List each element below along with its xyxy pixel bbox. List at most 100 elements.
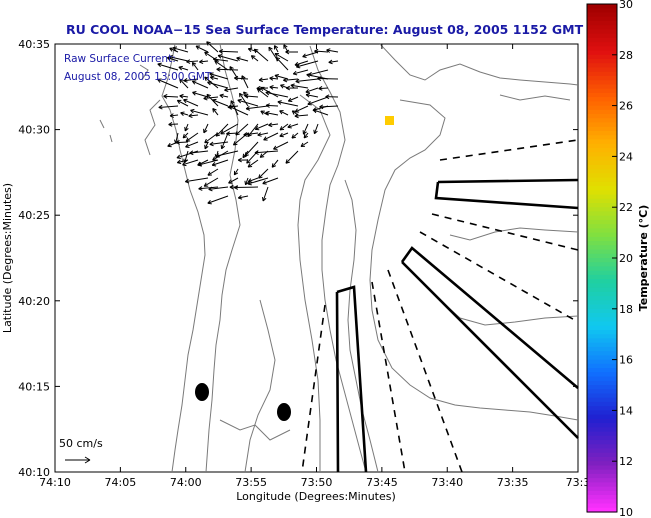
colorbar-band — [587, 164, 617, 170]
colorbar-tick-label: 26 — [619, 100, 633, 113]
colorbar-band — [587, 313, 617, 318]
current-vector — [294, 113, 309, 119]
colorbar-band — [587, 444, 617, 450]
y-tick-label: 40:35 — [18, 38, 50, 51]
colorbar-band — [587, 207, 617, 213]
colorbar-band — [587, 59, 617, 64]
colorbar-band — [587, 495, 617, 500]
site-marker-2 — [277, 403, 291, 421]
colorbar-band — [587, 406, 617, 411]
current-vector — [317, 76, 339, 81]
current-vector — [234, 75, 249, 81]
current-vector — [236, 56, 249, 62]
colorbar-band — [587, 84, 617, 90]
colorbar-band — [587, 376, 617, 382]
current-vector — [318, 86, 329, 91]
colorbar-band — [587, 258, 617, 263]
current-vector — [245, 105, 269, 111]
current-vector — [197, 159, 219, 167]
current-vector — [287, 96, 299, 103]
colorbar-band — [587, 75, 617, 81]
colorbar-band — [587, 338, 617, 344]
current-vector — [285, 49, 299, 55]
colorbar-band — [587, 67, 617, 73]
current-vector — [230, 100, 239, 116]
current-vector — [237, 157, 249, 163]
colorbar-band — [587, 177, 617, 183]
current-vector — [180, 111, 189, 116]
colorbar-band — [587, 194, 617, 200]
colorbar-band — [587, 202, 617, 208]
x-tick-label: 74:10 — [39, 476, 71, 489]
colorbar-band — [587, 317, 617, 323]
x-tick-label: 73:55 — [235, 476, 267, 489]
colorbar-band — [587, 300, 617, 306]
y-axis-label: Latitude (Degrees:Minutes) — [1, 183, 14, 333]
colorbar-band — [587, 114, 617, 119]
colorbar-band — [587, 325, 617, 331]
colorbar-band — [587, 12, 617, 18]
colorbar-tick-label: 28 — [619, 49, 633, 62]
colorbar-band — [587, 88, 617, 94]
colorbar-band — [587, 435, 617, 441]
current-vector — [207, 168, 219, 176]
current-vector — [188, 113, 199, 119]
current-vector — [292, 69, 309, 76]
current-vector — [254, 150, 279, 155]
colorbar-tick-label: 22 — [619, 201, 633, 214]
current-vector — [273, 141, 289, 150]
current-vector — [237, 195, 249, 200]
x-axis-label: Longitude (Degrees:Minutes) — [236, 490, 396, 503]
current-vector — [209, 141, 229, 147]
current-vector — [228, 105, 249, 116]
current-vector — [203, 177, 219, 187]
x-tick-label: 73:3 — [566, 476, 591, 489]
current-vector — [283, 77, 299, 83]
colorbar-band — [587, 46, 617, 52]
colorbar-band — [587, 329, 617, 335]
current-vector — [314, 48, 329, 54]
colorbar-tick-label: 10 — [619, 506, 633, 518]
y-tick-label: 40:25 — [18, 209, 50, 222]
colorbar-band — [587, 186, 617, 191]
colorbar-band — [587, 431, 617, 437]
colorbar-band — [587, 397, 617, 403]
colorbar-band — [587, 452, 617, 458]
colorbar-tick-label: 30 — [619, 0, 633, 11]
current-vector — [300, 141, 309, 147]
colorbar-tick-label: 14 — [619, 404, 633, 417]
colorbar-band — [587, 304, 617, 310]
colorbar-band — [587, 54, 617, 60]
current-vector — [260, 110, 269, 116]
colorbar-band — [587, 219, 617, 225]
colorbar-band — [587, 423, 617, 428]
current-vector — [312, 108, 329, 116]
current-vector — [198, 186, 219, 191]
current-vector — [183, 78, 199, 83]
current-vector — [258, 77, 269, 83]
current-vector — [215, 150, 239, 158]
colorbar-band — [587, 465, 617, 471]
scale-arrow — [65, 456, 91, 464]
colorbar-band — [587, 173, 617, 179]
current-vector — [184, 123, 189, 132]
colorbar-tick-label: 20 — [619, 252, 633, 265]
y-axis-ticks: 40:35 40:30 40:25 40:20 40:15 40:10 — [18, 38, 578, 479]
current-vector — [203, 123, 209, 134]
current-vector — [168, 55, 189, 62]
colorbar-band — [587, 16, 617, 22]
x-tick-label: 73:40 — [431, 476, 463, 489]
current-vector — [157, 78, 179, 89]
x-axis-ticks: 74:10 74:05 74:00 73:55 73:50 73:45 73:40 73:35… — [39, 44, 590, 489]
colorbar-band — [587, 283, 617, 289]
current-vector — [269, 85, 279, 90]
colorbar-band — [587, 147, 617, 153]
current-vector — [176, 159, 189, 165]
y-tick-label: 40:10 — [18, 466, 50, 479]
colorbar-band — [587, 401, 617, 407]
sst-pixel — [385, 116, 394, 125]
current-vector — [275, 56, 289, 71]
colorbar-tick-label: 16 — [619, 354, 633, 367]
current-vector — [265, 103, 279, 108]
